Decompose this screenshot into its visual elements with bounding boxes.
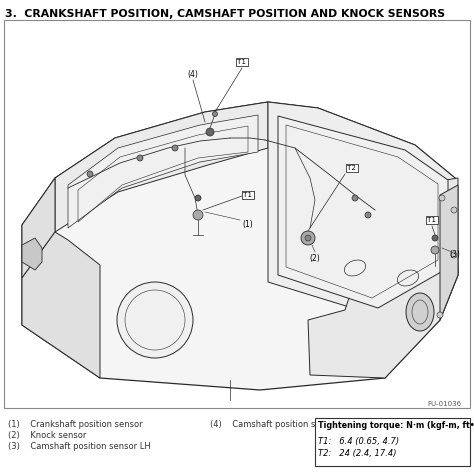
Circle shape	[437, 312, 443, 318]
Polygon shape	[268, 102, 455, 318]
Circle shape	[193, 210, 203, 220]
Polygon shape	[440, 185, 458, 320]
Text: (4): (4)	[188, 70, 199, 79]
Text: 3.  CRANKSHAFT POSITION, CAMSHAFT POSITION AND KNOCK SENSORS: 3. CRANKSHAFT POSITION, CAMSHAFT POSITIO…	[5, 9, 445, 19]
Polygon shape	[22, 178, 55, 278]
Polygon shape	[278, 116, 448, 308]
Circle shape	[212, 111, 218, 117]
Circle shape	[117, 282, 193, 358]
Text: T1:   6.4 (0.65, 4.7): T1: 6.4 (0.65, 4.7)	[318, 437, 399, 446]
Polygon shape	[55, 102, 268, 232]
Polygon shape	[68, 115, 258, 228]
Circle shape	[305, 235, 311, 241]
Text: (2): (2)	[310, 253, 320, 262]
Polygon shape	[22, 102, 458, 390]
Circle shape	[432, 235, 438, 241]
Text: T1: T1	[428, 217, 437, 223]
Polygon shape	[308, 178, 458, 378]
Polygon shape	[22, 238, 42, 270]
Bar	[4, 20, 470, 408]
Text: T1: T1	[237, 59, 246, 65]
Circle shape	[87, 171, 93, 177]
Circle shape	[172, 145, 178, 151]
Text: (3)    Camshaft position sensor LH: (3) Camshaft position sensor LH	[8, 442, 151, 451]
Polygon shape	[22, 232, 100, 378]
Text: Tightening torque: N·m (kgf-m, ft•lb): Tightening torque: N·m (kgf-m, ft•lb)	[318, 421, 474, 430]
Text: (1): (1)	[243, 220, 254, 229]
Circle shape	[439, 195, 445, 201]
Circle shape	[451, 207, 457, 213]
Ellipse shape	[406, 293, 434, 331]
Text: (3): (3)	[449, 251, 460, 260]
Bar	[315, 418, 470, 466]
Text: T1: T1	[244, 192, 253, 198]
Text: (2)    Knock sensor: (2) Knock sensor	[8, 431, 86, 440]
Circle shape	[431, 246, 439, 254]
Circle shape	[206, 128, 214, 136]
Circle shape	[451, 252, 457, 258]
Circle shape	[301, 231, 315, 245]
Text: T2:   24 (2.4, 17.4): T2: 24 (2.4, 17.4)	[318, 449, 396, 458]
Text: T2: T2	[347, 165, 356, 171]
Text: FU-01036: FU-01036	[428, 401, 462, 407]
Circle shape	[137, 155, 143, 161]
Circle shape	[352, 195, 358, 201]
Text: (1)    Crankshaft position sensor: (1) Crankshaft position sensor	[8, 420, 143, 429]
Text: (4)    Camshaft position sensor RH: (4) Camshaft position sensor RH	[210, 420, 354, 429]
Circle shape	[365, 212, 371, 218]
Circle shape	[195, 195, 201, 201]
